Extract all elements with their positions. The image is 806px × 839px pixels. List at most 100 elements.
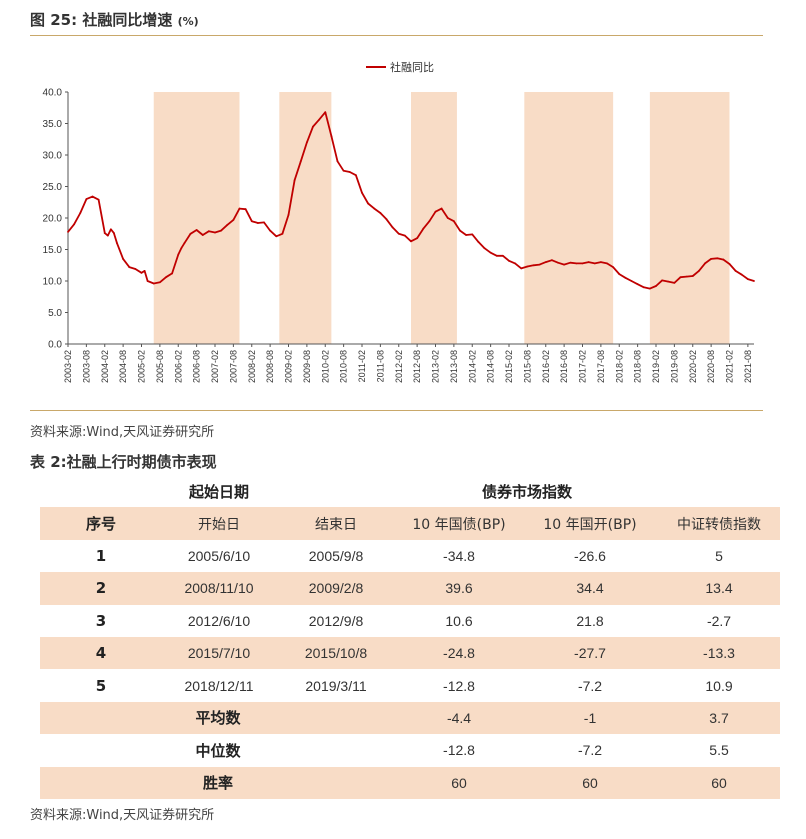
data-point xyxy=(716,257,719,260)
x-tick-label: 2019-08 xyxy=(669,350,679,383)
x-tick-label: 2004-02 xyxy=(100,350,110,383)
data-point xyxy=(201,234,204,236)
x-tick-label: 2012-02 xyxy=(394,350,404,383)
x-tick-label: 2014-02 xyxy=(467,350,477,383)
shaded-period-1 xyxy=(153,92,240,344)
x-tick-label: 2008-08 xyxy=(265,350,275,383)
data-point xyxy=(256,222,259,224)
data-point xyxy=(113,232,115,235)
data-point xyxy=(667,280,670,283)
data-point xyxy=(354,174,357,177)
data-point xyxy=(593,262,596,265)
data-point xyxy=(746,278,749,281)
x-tick-label: 2019-02 xyxy=(651,350,661,383)
x-tick-label: 2008-02 xyxy=(247,350,257,383)
data-point xyxy=(134,268,137,270)
data-point xyxy=(465,234,468,236)
x-tick-label: 2010-08 xyxy=(339,350,349,383)
data-point xyxy=(207,230,210,233)
data-point xyxy=(434,210,437,213)
data-point xyxy=(599,261,602,263)
data-point xyxy=(269,229,272,232)
x-tick-label: 2005-02 xyxy=(137,350,147,383)
x-tick-label: 2006-08 xyxy=(192,350,202,383)
table-row: 3 2012/6/10 2012/9/8 10.6 21.8 -2.7 xyxy=(95,611,732,630)
data-point xyxy=(73,223,76,226)
col-header-index: 序号 xyxy=(40,507,162,540)
figure-top-rule xyxy=(30,35,763,36)
summary-row-win-rate: 胜率 60 60 60 xyxy=(40,766,781,799)
data-point xyxy=(544,261,547,263)
x-tick-label: 2003-02 xyxy=(63,350,73,383)
x-tick-label: 2007-02 xyxy=(210,350,220,383)
data-point xyxy=(143,270,146,272)
data-point xyxy=(214,231,216,234)
data-point xyxy=(569,261,572,264)
data-point xyxy=(410,240,412,243)
data-point xyxy=(452,220,455,223)
y-tick-label: 35.0 xyxy=(43,119,63,130)
data-point xyxy=(177,253,180,256)
table-row: 4 2015/7/10 2015/10/8 -24.8 -27.7 -13.3 xyxy=(40,636,781,670)
data-point xyxy=(109,228,112,231)
data-point xyxy=(655,285,657,287)
data-point xyxy=(459,229,461,232)
col-header-10y-cdb: 10 年国开(BP) xyxy=(522,507,659,540)
data-point xyxy=(281,232,284,235)
table-row: 1 2005/6/10 2005/9/8 -34.8 -26.6 5 xyxy=(95,546,723,565)
data-point xyxy=(128,266,131,269)
data-point xyxy=(367,202,370,205)
data-point xyxy=(446,217,449,219)
data-point xyxy=(728,263,731,265)
data-point xyxy=(140,271,143,274)
x-tick-label: 2021-02 xyxy=(725,350,735,383)
data-point xyxy=(103,232,106,235)
data-point xyxy=(67,230,69,233)
data-point xyxy=(299,160,302,163)
data-point xyxy=(183,242,186,245)
x-tick-label: 2009-08 xyxy=(302,350,312,383)
data-point xyxy=(624,276,627,279)
x-tick-label: 2006-02 xyxy=(173,350,183,383)
data-point xyxy=(85,198,88,201)
x-tick-label: 2016-02 xyxy=(541,350,551,383)
x-tick-label: 2013-08 xyxy=(449,350,459,383)
data-point xyxy=(710,258,713,260)
table-title: 表 2:社融上行时期债市表现 xyxy=(30,453,217,471)
figure-source: 资料来源:Wind,天风证券研究所 xyxy=(30,425,215,440)
col-header-start: 开始日 xyxy=(162,507,276,540)
data-point xyxy=(403,234,406,237)
data-point xyxy=(440,207,443,210)
data-point xyxy=(526,265,529,268)
data-point xyxy=(379,212,382,214)
data-point xyxy=(550,259,553,262)
data-point xyxy=(330,135,333,137)
data-point xyxy=(508,259,510,262)
data-point xyxy=(477,241,480,243)
data-point xyxy=(697,270,700,272)
table-group-header-row: 起始日期 债券市场指数 xyxy=(40,475,780,507)
data-point xyxy=(152,282,155,285)
data-point xyxy=(244,208,247,211)
data-point xyxy=(391,226,394,229)
x-tick-label: 2015-08 xyxy=(522,350,532,383)
data-point xyxy=(648,287,651,290)
group-header-start: 起始日期 xyxy=(188,482,249,501)
data-point xyxy=(238,207,241,210)
y-tick-label: 0.0 xyxy=(48,340,62,351)
x-tick-label: 2020-02 xyxy=(688,350,698,383)
data-point xyxy=(106,234,109,237)
x-tick-label: 2014-08 xyxy=(486,350,496,383)
data-point xyxy=(385,218,388,221)
x-tick-label: 2003-08 xyxy=(81,350,91,383)
y-tick-label: 10.0 xyxy=(43,277,63,288)
figure-unit: (%) xyxy=(177,15,199,28)
x-tick-label: 2017-08 xyxy=(596,350,606,383)
data-point xyxy=(336,160,339,163)
x-tick-label: 2018-02 xyxy=(614,350,624,383)
x-tick-label: 2004-08 xyxy=(118,350,128,383)
data-point xyxy=(679,276,682,279)
data-point xyxy=(232,218,235,221)
data-point xyxy=(587,261,590,263)
data-point xyxy=(734,270,737,272)
